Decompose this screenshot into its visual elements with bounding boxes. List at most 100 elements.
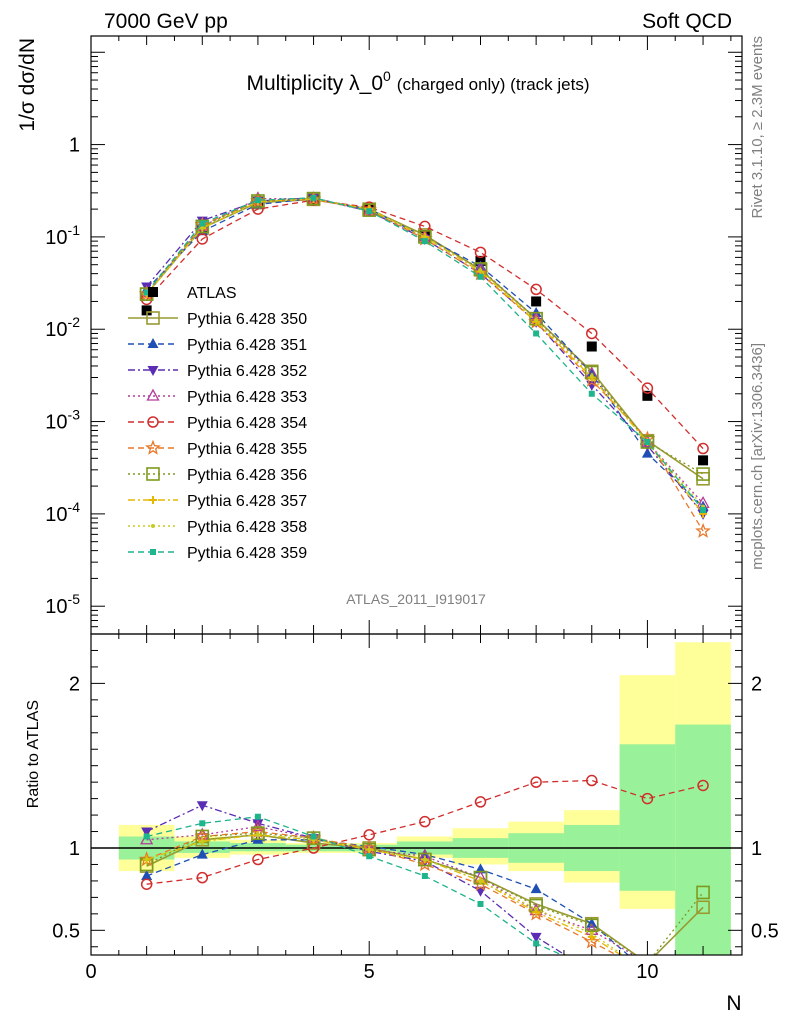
- x-axis-label: N: [726, 992, 741, 1015]
- legend-item: Pythia 6.428 355: [128, 439, 307, 458]
- main-ytick-label: 10-2: [45, 314, 80, 341]
- ratio-point: [697, 779, 709, 792]
- ratio-point: [696, 900, 710, 915]
- data-point: [589, 374, 594, 379]
- legend-item: Pythia 6.428 351: [128, 337, 307, 354]
- header-left: 7000 GeV pp: [104, 10, 228, 33]
- data-point: [478, 268, 483, 273]
- ratio-point: [144, 857, 149, 862]
- ratio-point: [530, 883, 542, 894]
- main-ytick-label: 10-4: [45, 499, 80, 526]
- ratio-line: [146, 779, 704, 885]
- ratio-line: [146, 830, 618, 955]
- ratio-bands: [118, 642, 731, 955]
- ratio-point: [530, 932, 542, 943]
- legend-item: ATLAS: [148, 285, 237, 302]
- legend-marker: [147, 416, 159, 428]
- ratio-point: [696, 885, 710, 900]
- ratio-series-group: [138, 774, 710, 955]
- ratio-ytick-label: 2: [69, 673, 80, 695]
- legend-marker: [146, 311, 160, 325]
- ratio-point: [251, 819, 265, 832]
- data-point: [143, 289, 150, 296]
- main-ytick-label: 10-5: [45, 591, 80, 618]
- xtick-label: 10: [636, 961, 658, 983]
- legend: ATLAS Pythia 6.428 350 Pythia 6.428 351 Pyt…: [128, 285, 307, 562]
- legend-marker: [146, 467, 160, 481]
- legend-marker: [149, 496, 157, 504]
- xtick-label: 5: [364, 961, 375, 983]
- ratio-point: [416, 856, 433, 872]
- ratio-point: [199, 820, 206, 827]
- band-inner: [230, 843, 286, 852]
- ratio-frame: [90, 633, 743, 956]
- ratio-panel: 0.5 0.5 1 1 2 2 0 5 10: [52, 633, 779, 983]
- band-inner: [619, 744, 676, 891]
- data-point: [477, 273, 484, 280]
- ratio-point: [306, 831, 321, 845]
- main-ytick-label: 10-3: [45, 407, 80, 434]
- ratio-point: [534, 906, 539, 911]
- legend-label: Pythia 6.428 352: [187, 363, 307, 380]
- legend-marker: [147, 366, 159, 376]
- legend-label: Pythia 6.428 350: [187, 311, 307, 328]
- ratio-point: [255, 832, 260, 837]
- ratio-ytick-label: 0.5: [52, 920, 80, 942]
- chart-title-sub: (charged only) (track jets): [397, 75, 590, 94]
- data-point: [697, 442, 709, 455]
- legend-label: Pythia 6.428 359: [187, 545, 307, 562]
- ratio-point: [533, 940, 540, 947]
- ratio-point: [196, 848, 208, 859]
- ratio-ytick-label: 1: [69, 838, 80, 860]
- data-point: [474, 246, 487, 259]
- legend-item: Pythia 6.428 354: [128, 415, 307, 432]
- ratio-point: [584, 918, 599, 933]
- ratio-series-pythia-6.428-359: [143, 813, 564, 955]
- legend-marker: [151, 524, 155, 528]
- legend-item: Pythia 6.428 356: [128, 467, 307, 484]
- data-point: [588, 390, 595, 397]
- data-point: [642, 390, 653, 401]
- ratio-point: [530, 776, 542, 788]
- legend-item: Pythia 6.428 359: [128, 545, 307, 562]
- legend-label: Pythia 6.428 357: [187, 493, 307, 510]
- data-point: [310, 194, 317, 201]
- legend-label: ATLAS: [187, 285, 237, 302]
- legend-label: Pythia 6.428 355: [187, 441, 307, 458]
- data-point: [200, 225, 205, 230]
- main-ytick-label: 1: [69, 135, 80, 157]
- data-point: [421, 238, 428, 245]
- ratio-point: [143, 833, 150, 840]
- ratio-point: [363, 829, 375, 841]
- main-panel: 10-5 10-4 10-3 10-2 10-1 1: [45, 35, 743, 635]
- ratio-ytick-label-right: 1: [751, 838, 762, 860]
- legend-label: Pythia 6.428 353: [187, 389, 307, 406]
- xtick-label: 0: [85, 961, 96, 983]
- ratio-point: [251, 826, 265, 840]
- legend-label: Pythia 6.428 356: [187, 467, 307, 484]
- data-point: [366, 208, 373, 215]
- data-point: [695, 522, 711, 538]
- data-point: [141, 305, 152, 316]
- legend-marker: [147, 338, 159, 348]
- data-point: [700, 507, 707, 514]
- ratio-point: [477, 900, 484, 907]
- data-point: [586, 327, 598, 340]
- chart-title-main: Multiplicity λ_0: [246, 72, 383, 95]
- legend-label: Pythia 6.428 358: [187, 519, 307, 536]
- data-point: [586, 341, 597, 352]
- data-point: [531, 296, 542, 307]
- ratio-point: [586, 774, 598, 787]
- ratio-point: [419, 815, 431, 828]
- mcplots-label: mcplots.cern.ch [arXiv:1306.3436]: [749, 343, 766, 570]
- series-line: [146, 199, 704, 450]
- ratio-point: [586, 917, 598, 928]
- legend-item: Pythia 6.428 352: [128, 363, 307, 380]
- ratio-ytick-label-right: 2: [751, 673, 762, 695]
- ratio-point: [589, 931, 594, 936]
- analysis-id: ATLAS_2011_I919017: [346, 591, 486, 607]
- ratio-series-pythia-6.428-358: [144, 832, 625, 955]
- ratio-point: [367, 847, 372, 852]
- data-point: [644, 439, 651, 446]
- ratio-point: [421, 872, 428, 879]
